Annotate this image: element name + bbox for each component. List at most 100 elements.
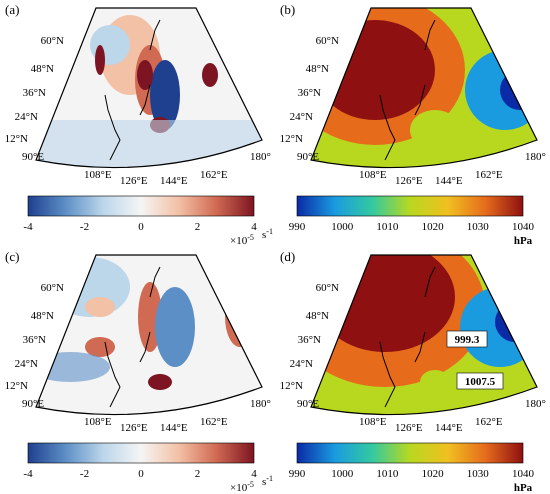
lon-label: 144°E xyxy=(160,422,188,434)
colorbar-tick: 1030 xyxy=(467,468,490,480)
callout-box xyxy=(446,330,488,348)
lon-label: 108°E xyxy=(84,416,112,428)
lat-label: 60°N xyxy=(316,35,339,47)
colorbar-unit: s-1 xyxy=(262,474,273,488)
colorbar-tick: 1030 xyxy=(467,221,490,233)
panel-label: (a) xyxy=(5,2,20,17)
panel-b: (b) 60°N 48°N 36°N 24°N 12°N 90°E 108°E … xyxy=(275,0,550,247)
lon-label: 126°E xyxy=(120,422,148,434)
coastline xyxy=(104,266,161,408)
lat-label: 24°N xyxy=(15,111,38,123)
lon-label: 144°E xyxy=(435,175,463,187)
callout-pressure: 1007.5 xyxy=(465,376,496,388)
colorbar-multiplier: ×10-5 xyxy=(230,233,254,247)
colorbar-tick: 1010 xyxy=(376,468,399,480)
map-frame xyxy=(35,254,263,416)
lat-label: 12°N xyxy=(5,133,28,145)
map-frame xyxy=(310,254,538,416)
lon-label: 180° xyxy=(250,151,271,163)
lon-label: 162°E xyxy=(475,169,503,181)
colorbar-tick: 4 xyxy=(251,221,257,233)
colorbar-tick: 990 xyxy=(289,468,306,480)
colorbar-tick: 1000 xyxy=(331,221,354,233)
colorbar xyxy=(27,195,255,217)
lon-label: 180° xyxy=(525,151,546,163)
lon-label: 90°E xyxy=(22,398,44,410)
colorbar xyxy=(296,442,524,464)
lat-label: 36°N xyxy=(23,334,46,346)
lon-label: 108°E xyxy=(359,416,387,428)
colorbar-multiplier: ×10-5 xyxy=(230,480,254,494)
lon-label: 180° xyxy=(250,398,271,410)
colorbar-tick: -2 xyxy=(80,468,89,480)
coastline xyxy=(379,266,436,408)
lon-label: 90°E xyxy=(22,151,44,163)
colorbar-tick: 4 xyxy=(251,468,257,480)
lat-label: 24°N xyxy=(290,358,313,370)
colorbar-tick: 2 xyxy=(195,221,201,233)
lat-label: 12°N xyxy=(280,380,303,392)
lon-label: 162°E xyxy=(200,416,228,428)
lon-label: 126°E xyxy=(395,422,423,434)
lat-label: 60°N xyxy=(41,35,64,47)
colorbar-tick: 0 xyxy=(138,468,144,480)
lon-label: 90°E xyxy=(297,151,319,163)
colorbar-tick: 1020 xyxy=(422,221,445,233)
lon-label: 108°E xyxy=(359,169,387,181)
map-frame xyxy=(310,7,538,169)
lat-label: 24°N xyxy=(15,358,38,370)
lon-label: 90°E xyxy=(297,398,319,410)
panel-label: (b) xyxy=(280,2,296,17)
colorbar-tick: -4 xyxy=(23,468,33,480)
lon-label: 180° xyxy=(525,398,546,410)
colorbar-tick: 0 xyxy=(138,221,144,233)
callout-box xyxy=(456,372,504,390)
lon-label: 144°E xyxy=(160,175,188,187)
panel-d: (d) 60°N 48°N 36°N 24°N 12°N 90°E 108°E … xyxy=(275,247,550,494)
lon-label: 162°E xyxy=(200,169,228,181)
lat-label: 12°N xyxy=(280,133,303,145)
colorbar-unit: hPa xyxy=(514,235,533,247)
callout-low-pressure: 999.3 xyxy=(455,334,480,346)
panel-a: (a) 60°N 48°N 36°N 24°N 12°N 90°E 108°E … xyxy=(0,0,275,247)
lat-label: 24°N xyxy=(290,111,313,123)
colorbar-tick: 1000 xyxy=(331,468,354,480)
colorbar xyxy=(296,195,524,217)
colorbar-tick: 2 xyxy=(195,468,201,480)
lon-label: 126°E xyxy=(120,175,148,187)
panel-c: (c) 60°N 48°N 36°N 24°N 12°N 90°E 108°E … xyxy=(0,247,275,494)
lat-label: 48°N xyxy=(306,63,329,75)
lat-label: 48°N xyxy=(306,310,329,322)
lat-label: 36°N xyxy=(298,334,321,346)
coastline xyxy=(104,19,161,161)
map-d: 60°N 48°N 36°N 24°N 12°N 90°E 108°E 126°… xyxy=(280,254,546,494)
colorbar-tick: 990 xyxy=(289,221,306,233)
lat-label: 48°N xyxy=(31,310,54,322)
lon-label: 108°E xyxy=(84,169,112,181)
map-c: 60°N 48°N 36°N 24°N 12°N 90°E 108°E 126°… xyxy=(5,254,273,494)
lat-label: 36°N xyxy=(298,87,321,99)
colorbar-tick: 1040 xyxy=(512,468,535,480)
panel-label: (c) xyxy=(5,249,20,264)
map-b: 60°N 48°N 36°N 24°N 12°N 90°E 108°E 126°… xyxy=(280,7,546,247)
colorbar-tick: 1020 xyxy=(422,468,445,480)
lat-label: 60°N xyxy=(41,282,64,294)
panel-label: (d) xyxy=(280,249,296,264)
map-a: 60°N 48°N 36°N 24°N 12°N 90°E 108°E 126°… xyxy=(5,7,273,247)
coastline xyxy=(379,19,436,161)
colorbar-unit: hPa xyxy=(514,482,533,494)
map-frame xyxy=(35,7,263,169)
colorbar-tick: 1010 xyxy=(376,221,399,233)
colorbar xyxy=(27,442,255,464)
lat-label: 36°N xyxy=(23,87,46,99)
colorbar-tick: 1040 xyxy=(512,221,535,233)
colorbar-tick: -4 xyxy=(23,221,33,233)
lon-label: 144°E xyxy=(435,422,463,434)
lat-label: 48°N xyxy=(31,63,54,75)
colorbar-unit: s-1 xyxy=(262,227,273,241)
lon-label: 162°E xyxy=(475,416,503,428)
lat-label: 60°N xyxy=(316,282,339,294)
lon-label: 126°E xyxy=(395,175,423,187)
colorbar-tick: -2 xyxy=(80,221,89,233)
lat-label: 12°N xyxy=(5,380,28,392)
